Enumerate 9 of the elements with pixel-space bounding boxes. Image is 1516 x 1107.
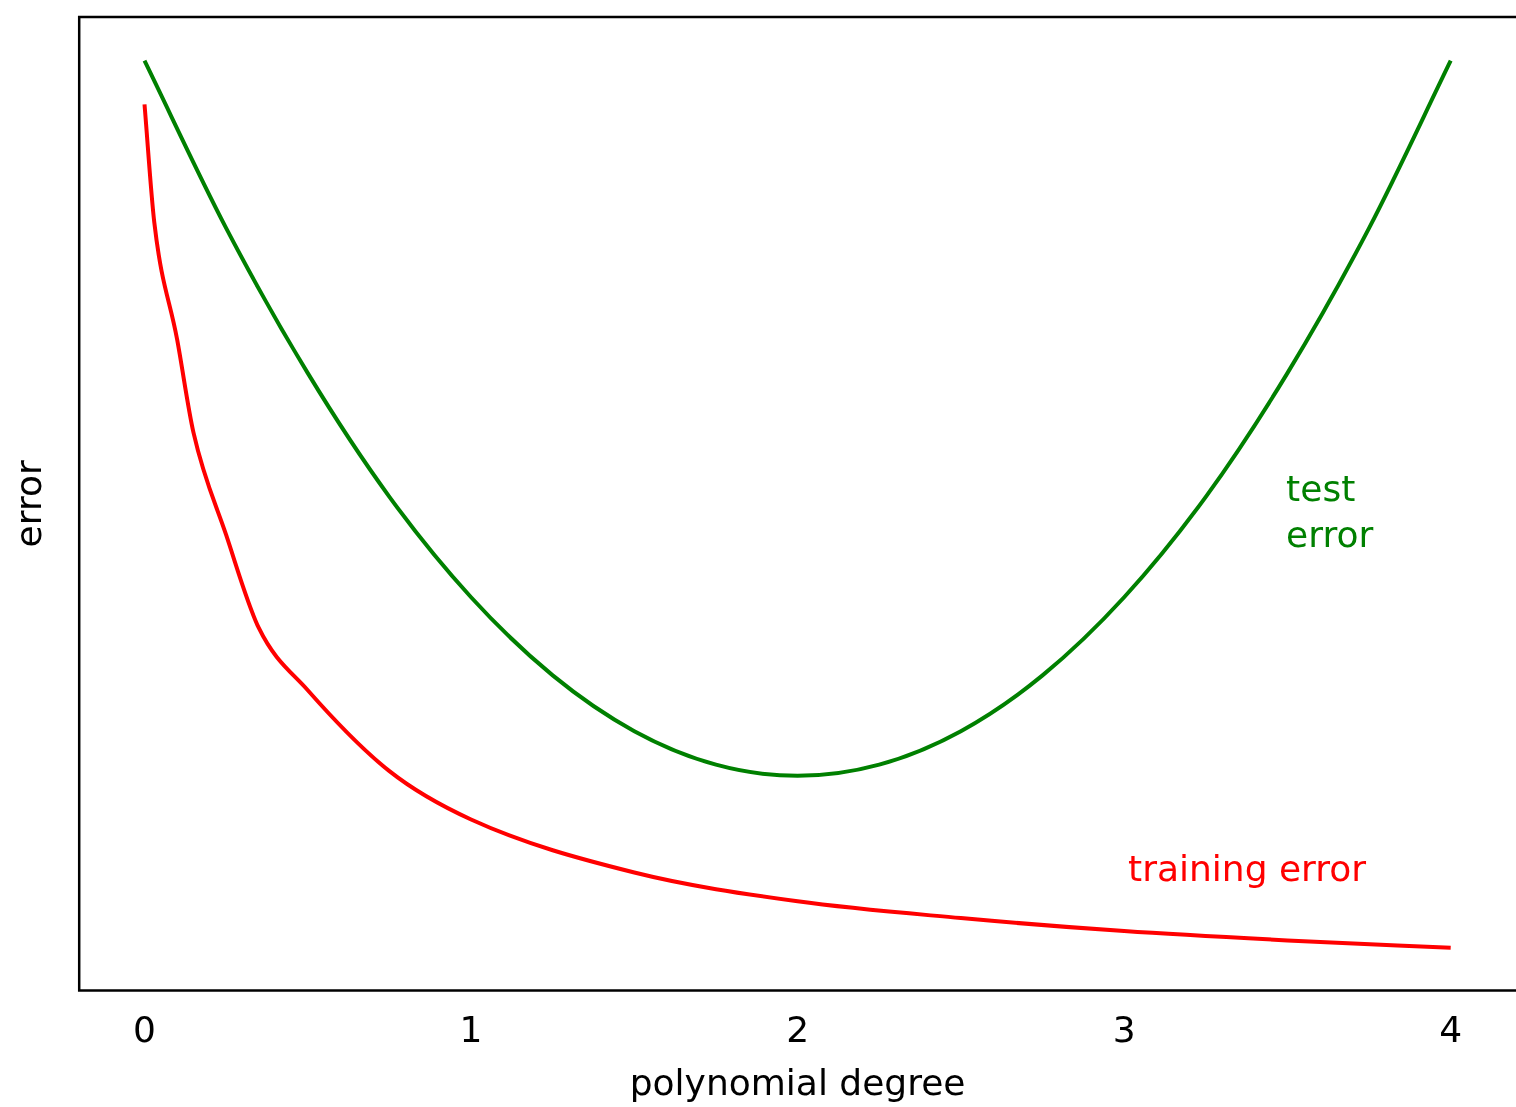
x-tick-label: 1 — [459, 1008, 483, 1050]
x-tick-label: 4 — [1439, 1008, 1463, 1050]
x-tick-label: 0 — [133, 1008, 156, 1050]
x-axis-title: polynomial degree — [629, 1061, 966, 1103]
series-label: training error — [1128, 848, 1367, 890]
y-axis-title: error — [7, 460, 49, 548]
x-tick-label: 2 — [786, 1008, 810, 1050]
x-tick-label: 3 — [1112, 1008, 1136, 1050]
series-label: test error — [1286, 468, 1374, 556]
